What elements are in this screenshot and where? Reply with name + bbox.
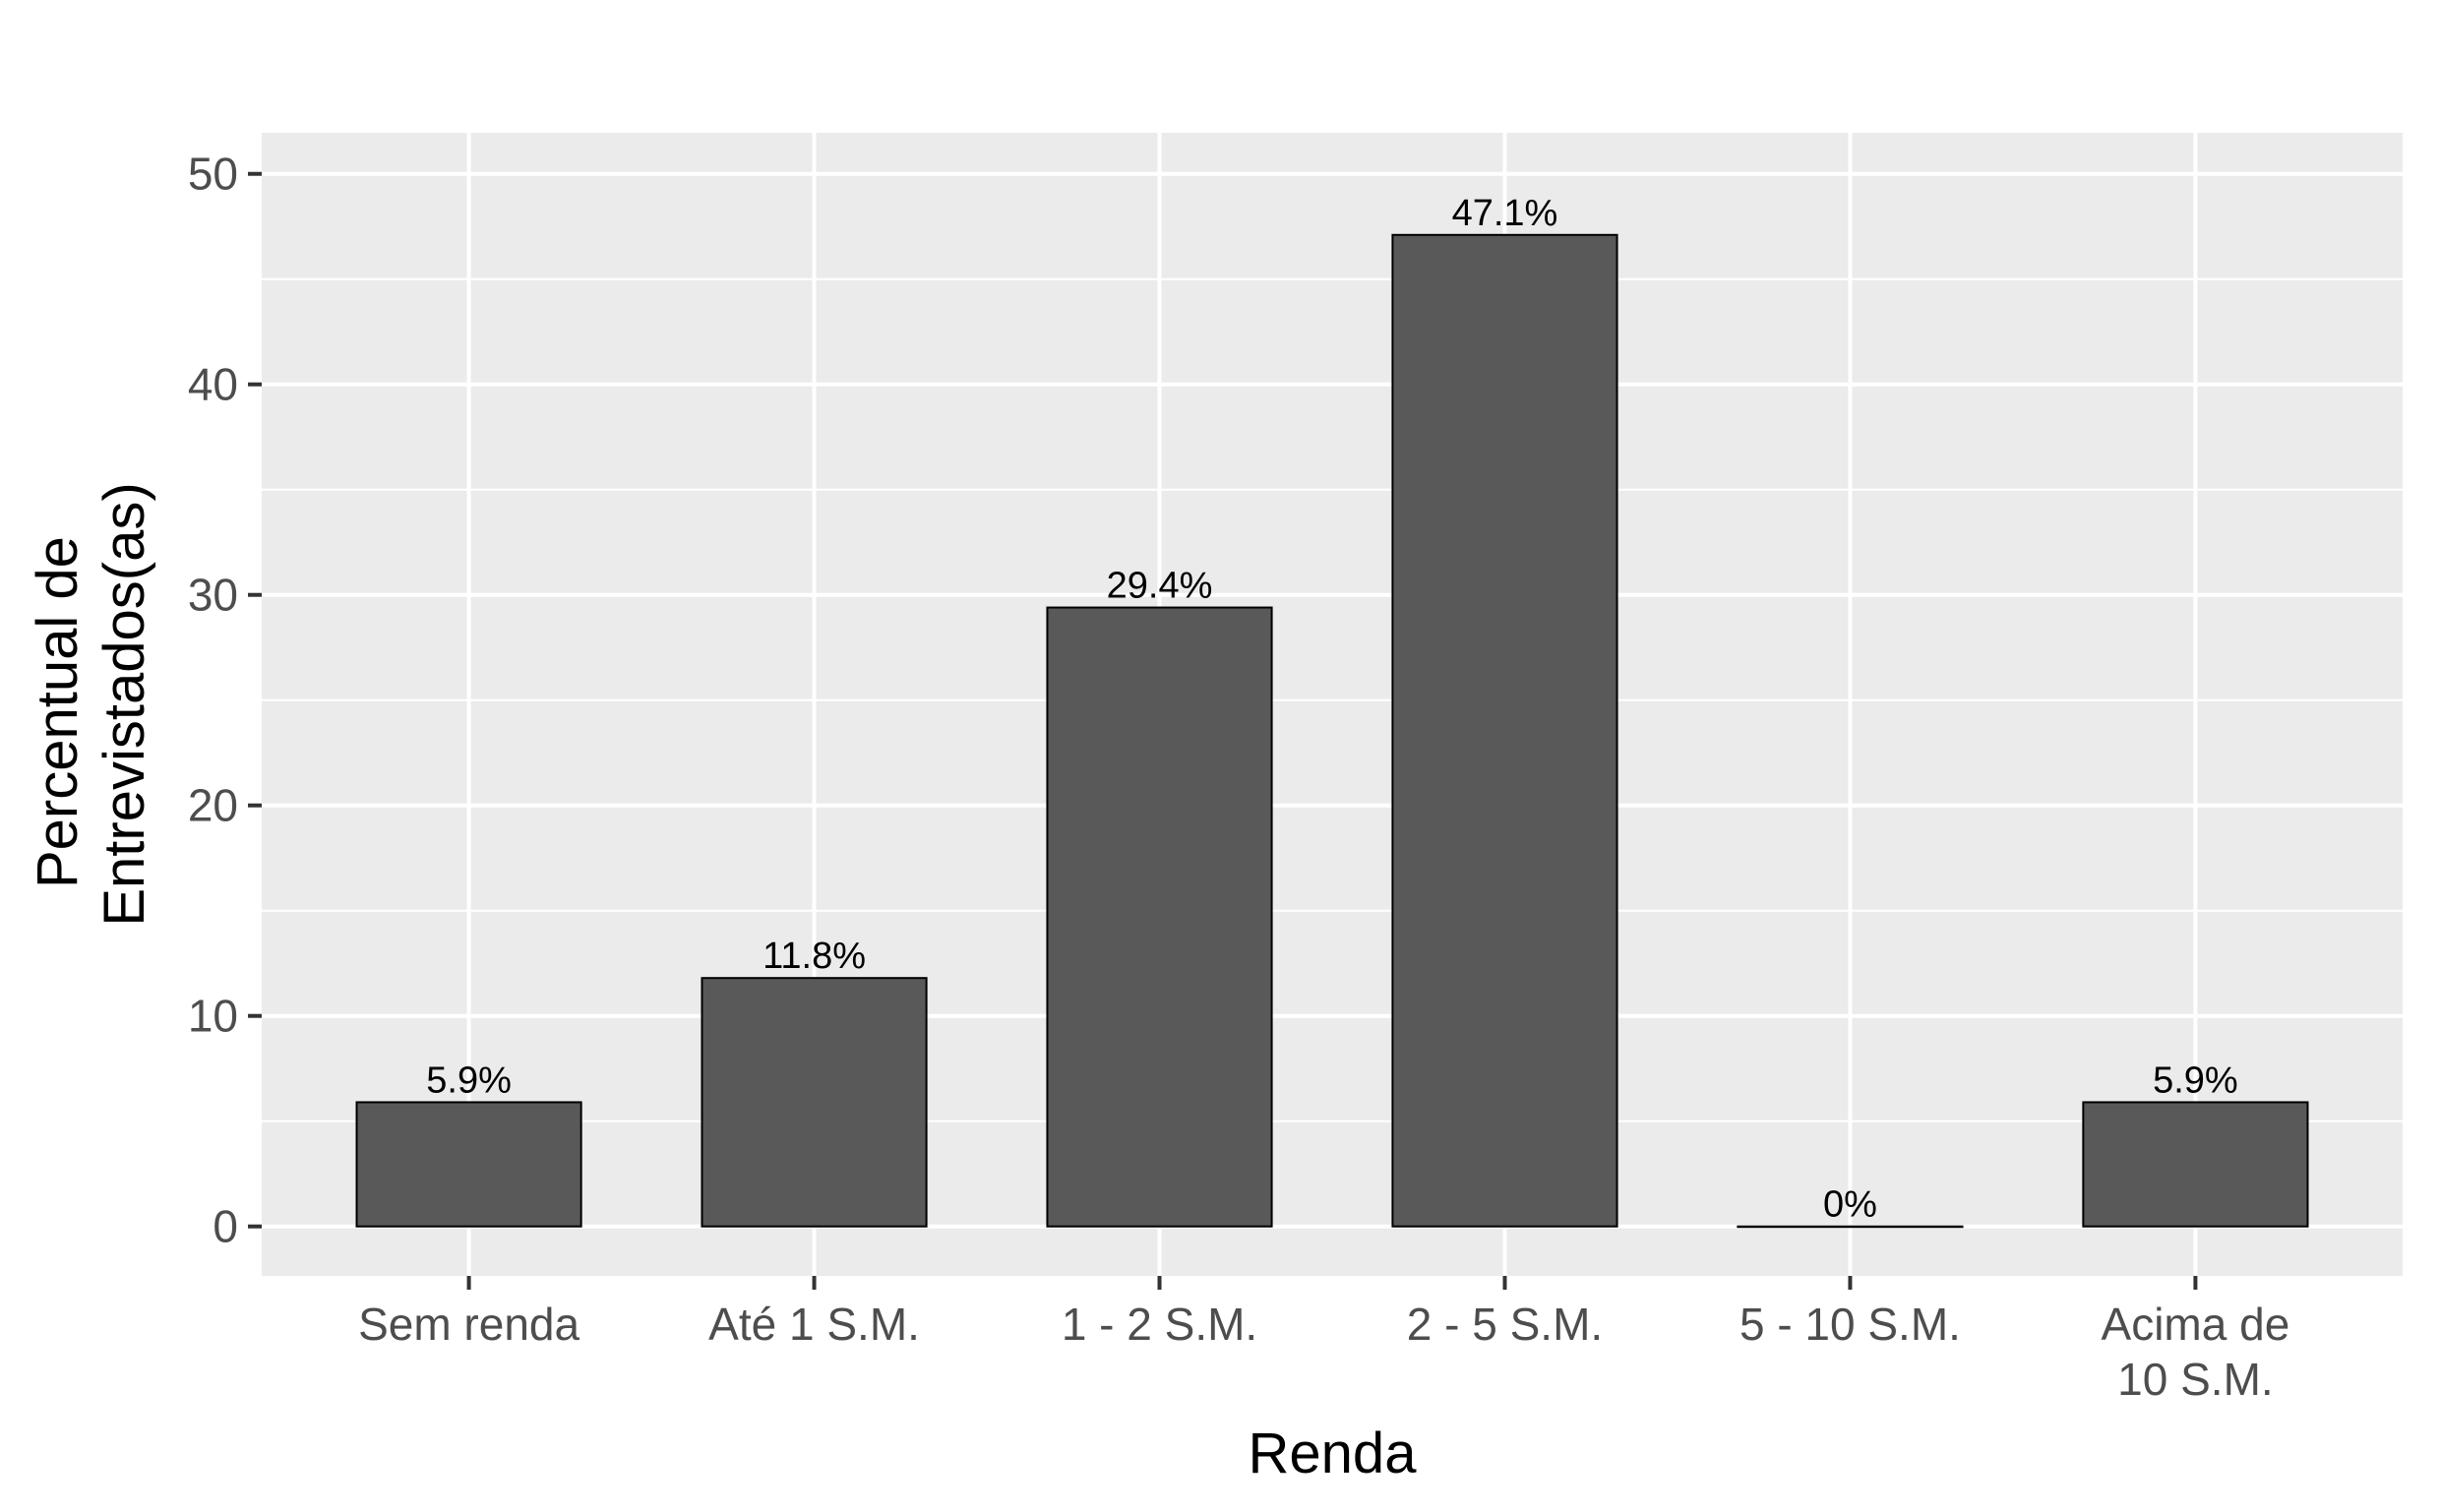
x-tick-label: Acima de 10 S.M.: [2102, 1299, 2290, 1405]
bar: [355, 1101, 582, 1228]
bar-data-label: 0%: [1823, 1184, 1877, 1226]
y-axis-title-line-2: Entrevistados(as): [92, 482, 156, 926]
y-tick-label: 50: [188, 149, 238, 200]
x-tick-label-line: Sem renda: [358, 1299, 580, 1350]
bar-data-label: 5.9%: [426, 1059, 512, 1101]
bar-data-label: 29.4%: [1107, 566, 1213, 607]
y-tick-label: 30: [188, 570, 238, 621]
plot-panel: [262, 133, 2403, 1276]
bars: [355, 233, 2309, 1229]
x-tick-label-line: Até 1 S.M.: [708, 1299, 920, 1350]
x-tick-label: 5 - 10 S.M.: [1739, 1299, 1961, 1350]
y-tick-label: 10: [188, 991, 238, 1042]
y-axis-title-line-1: Percentual de: [26, 536, 90, 888]
x-tick-label: 1 - 2 S.M.: [1062, 1299, 1257, 1350]
bar-data-label: 5.9%: [2153, 1059, 2238, 1101]
x-tick-label: 2 - 5 S.M.: [1407, 1299, 1603, 1350]
bar: [1046, 606, 1273, 1228]
x-tick-label: Sem renda: [358, 1299, 580, 1350]
x-axis-title: Renda: [1249, 1421, 1418, 1485]
bar: [1391, 233, 1618, 1228]
x-tick-label-line: 1 - 2 S.M.: [1062, 1299, 1257, 1350]
x-tick-label: Até 1 S.M.: [708, 1299, 920, 1350]
x-tick-label-line: 10 S.M.: [2117, 1354, 2274, 1405]
y-axis: 0 10 20 30 40 50: [188, 149, 262, 1252]
x-tick-label-line: 2 - 5 S.M.: [1407, 1299, 1603, 1350]
bar: [701, 977, 928, 1228]
x-axis: Sem renda Até 1 S.M. 1 - 2 S.M. 2 - 5 S.M. 5…: [358, 1276, 2289, 1405]
data-labels: 5.9% 11.8% 29.4% 47.1% 0% 5.9%: [426, 193, 2237, 1226]
x-tick-label-line: 5 - 10 S.M.: [1739, 1299, 1961, 1350]
bar: [1737, 1225, 1964, 1229]
bar-data-label: 11.8%: [762, 936, 866, 977]
y-axis-title: Percentual de Entrevistados(as): [26, 482, 156, 926]
y-tick-label: 40: [188, 359, 238, 410]
y-tick-label: 0: [213, 1201, 238, 1252]
bar: [2082, 1101, 2309, 1228]
bar-data-label: 47.1%: [1452, 193, 1558, 234]
x-tick-label-line: Acima de: [2102, 1299, 2290, 1350]
y-tick-label: 20: [188, 780, 238, 831]
